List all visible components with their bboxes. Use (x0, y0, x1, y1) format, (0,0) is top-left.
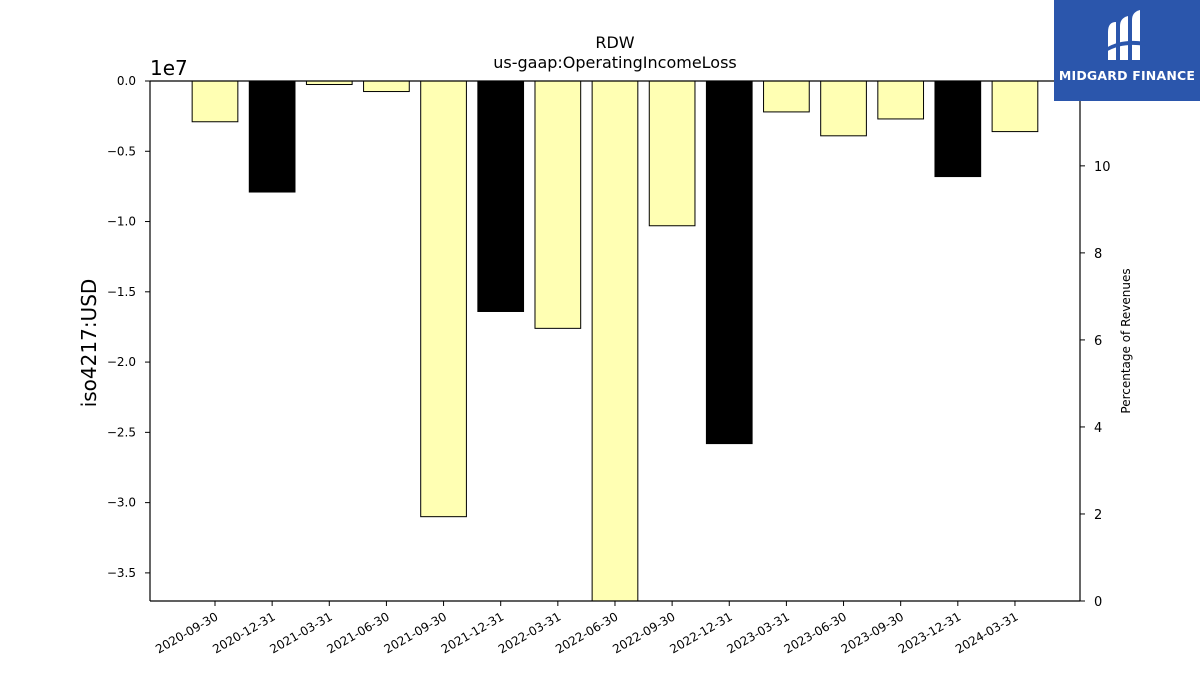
bar-2022-03-31 (534, 80, 582, 329)
y-tick-label: 0.0 (117, 74, 136, 88)
bar-2023-09-30 (877, 80, 925, 120)
bar-2020-09-30 (191, 80, 239, 123)
logo-badge: MIDGARD FINANCE (1054, 0, 1200, 101)
bar-2021-12-31 (477, 80, 525, 312)
y2-tick-label: 8 (1094, 247, 1102, 262)
y-tick-label: −1.5 (107, 285, 136, 299)
x-tick-label: 2022-03-31 (496, 609, 563, 656)
chart-subtitle: us-gaap:OperatingIncomeLoss (493, 53, 737, 72)
bar-2023-03-31 (763, 80, 810, 113)
bar-2022-06-30 (591, 80, 639, 602)
y2-tick-label: 0 (1094, 595, 1102, 610)
y-axis-label: iso4217:USD (77, 279, 101, 408)
x-tick-label: 2021-06-30 (325, 609, 392, 656)
x-tick-label: 2023-09-30 (839, 609, 906, 656)
bar-2024-03-31 (991, 80, 1039, 133)
y-tick-label: −2.5 (107, 425, 136, 439)
bars-group (191, 80, 1039, 602)
x-tick-label: 2023-03-31 (724, 609, 791, 656)
bar-2023-12-31 (934, 80, 982, 178)
y-tick-label: −1.0 (107, 215, 136, 229)
x-tick-label: 2021-09-30 (382, 609, 449, 656)
bar-2021-06-30 (363, 80, 410, 93)
bar-2023-06-30 (820, 80, 867, 137)
x-tick-label: 2021-12-31 (439, 609, 506, 656)
y2-tick-label: 4 (1094, 421, 1102, 436)
x-tick-label: 2023-06-30 (782, 609, 849, 656)
x-tick-label: 2023-12-31 (896, 609, 963, 656)
x-tick-label: 2022-09-30 (610, 609, 677, 656)
y-tick-label: −3.5 (107, 566, 136, 580)
y2-axis-label: Percentage of Revenues (1119, 268, 1133, 413)
x-tick-label: 2024-03-31 (953, 609, 1020, 656)
y-tick-label: −3.0 (107, 496, 136, 510)
bar-2021-09-30 (420, 80, 467, 518)
x-tick-label: 2022-06-30 (553, 609, 620, 656)
y2-tick-label: 2 (1094, 508, 1102, 523)
x-tick-label: 2020-09-30 (153, 609, 220, 656)
midgard-logo-icon (1106, 10, 1146, 60)
y-offset-label: 1e7 (150, 56, 188, 80)
y2-tick-label: 10 (1094, 160, 1111, 175)
y-tick-label: −0.5 (107, 144, 136, 158)
x-tick-label: 2020-12-31 (210, 609, 277, 656)
bar-2022-09-30 (648, 80, 696, 227)
y2-tick-label: 6 (1094, 334, 1102, 349)
y-tick-label: −2.0 (107, 355, 136, 369)
logo-text: MIDGARD FINANCE (1058, 68, 1196, 83)
x-tick-label: 2022-12-31 (667, 609, 734, 656)
x-tick-label: 2021-03-31 (267, 609, 334, 656)
bar-2022-12-31 (705, 80, 753, 445)
chart-title: RDW (595, 33, 634, 52)
bar-2020-12-31 (248, 80, 296, 193)
